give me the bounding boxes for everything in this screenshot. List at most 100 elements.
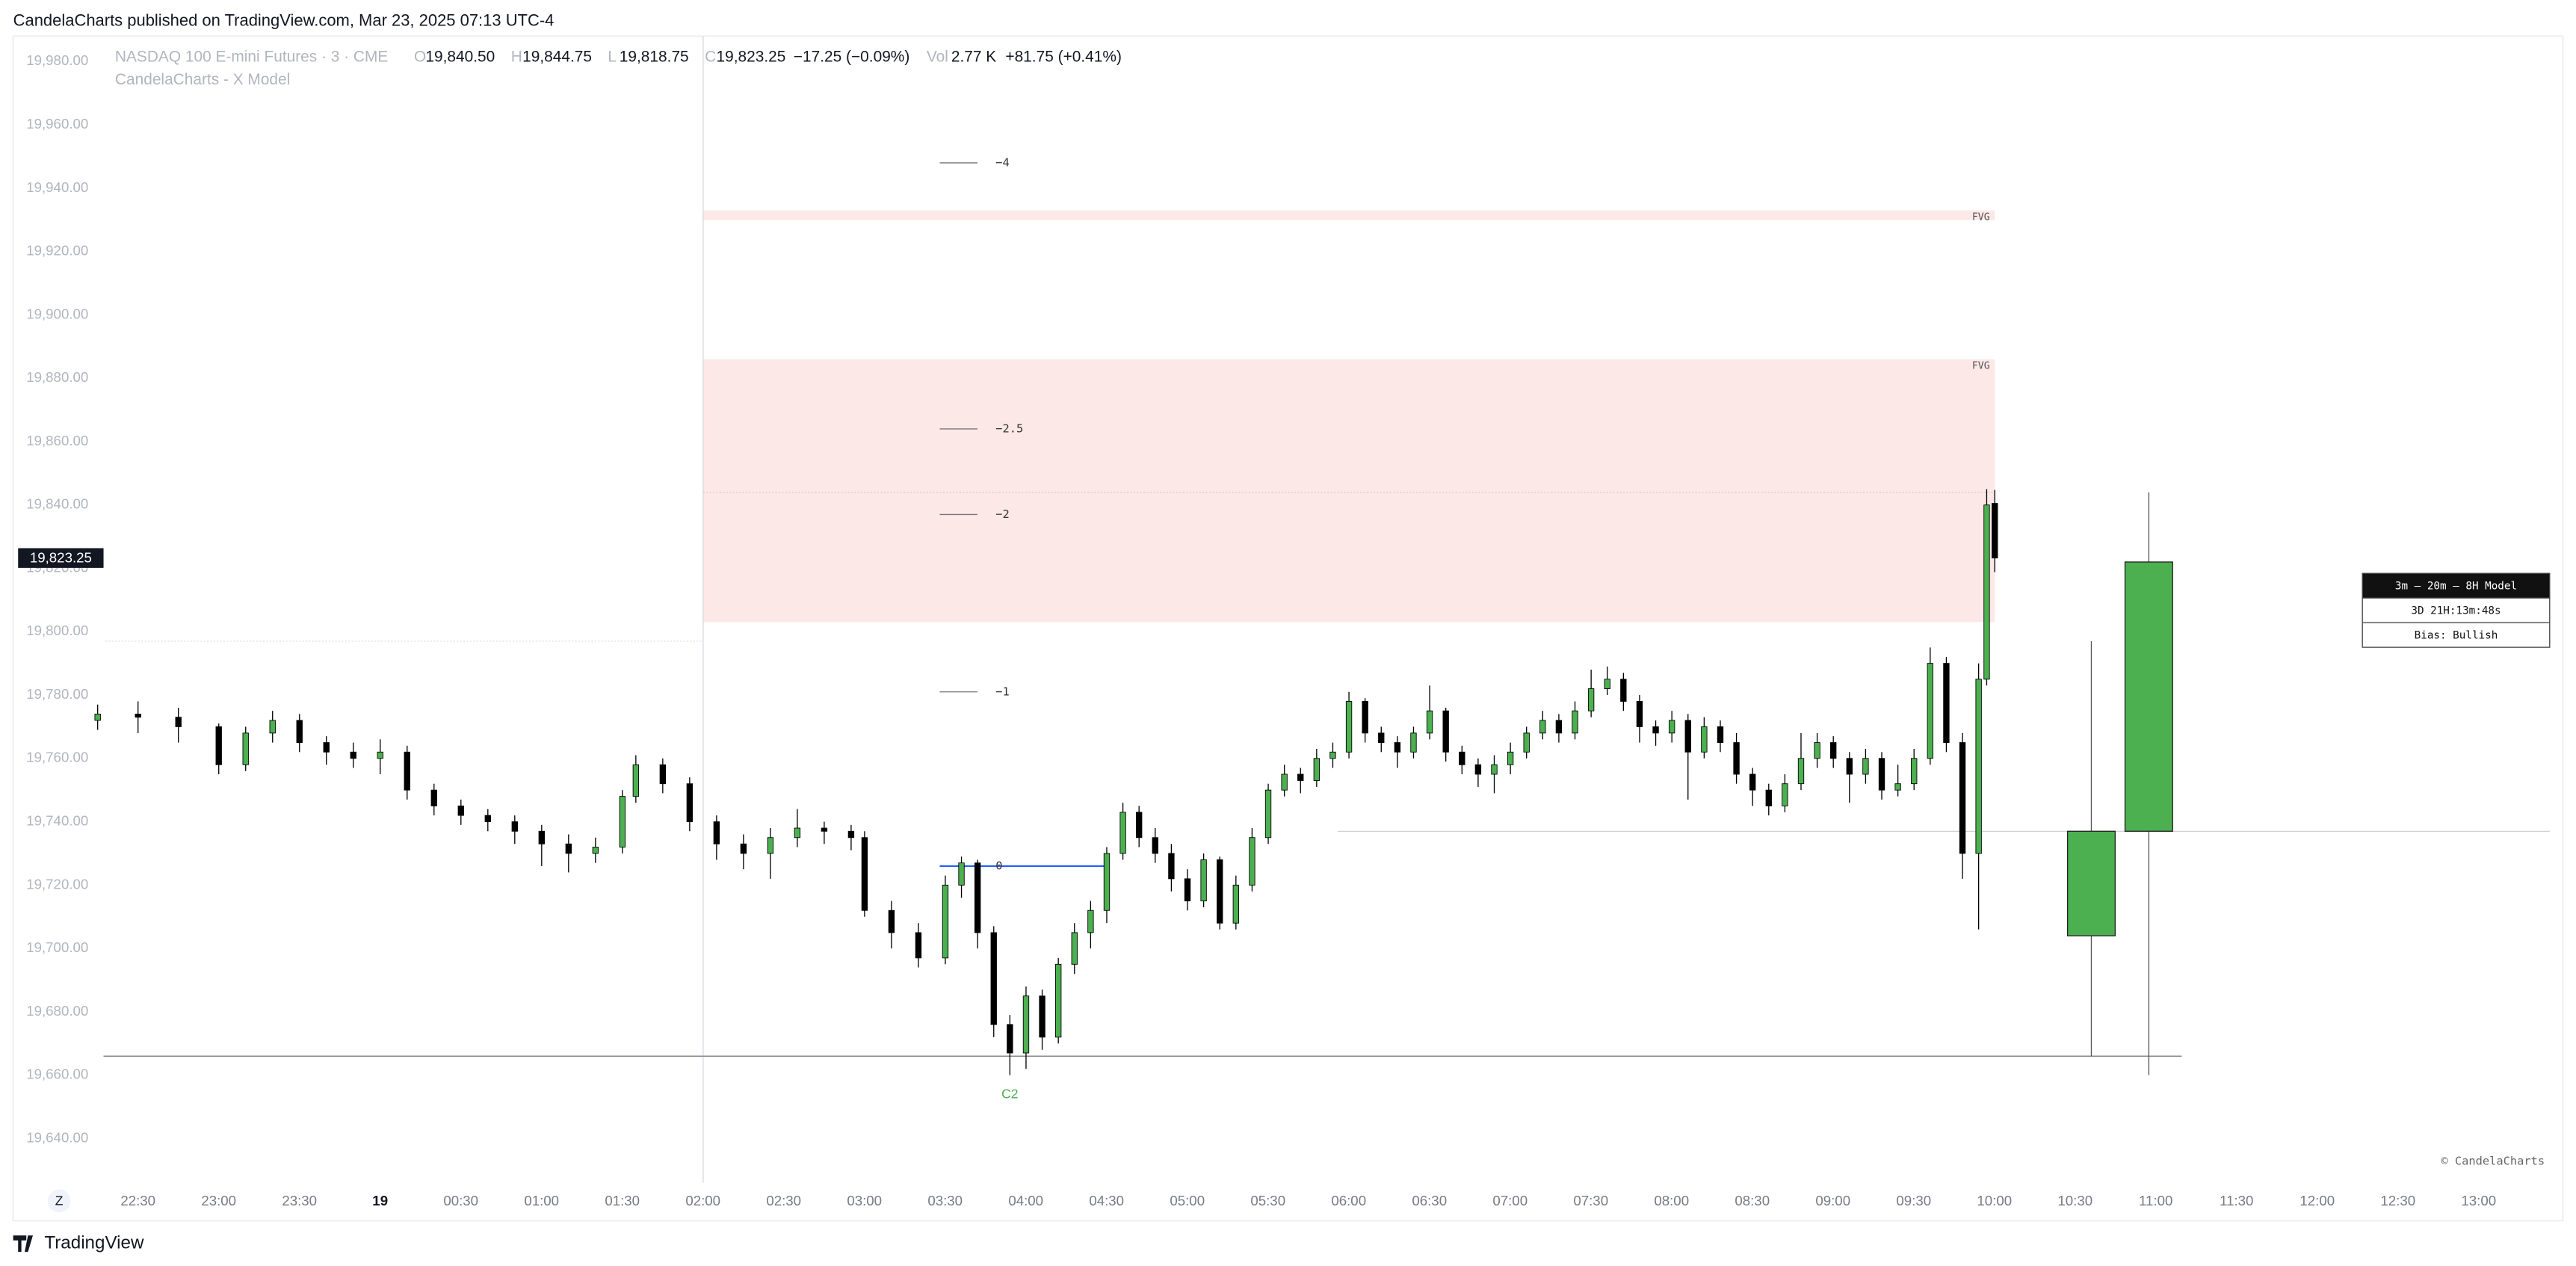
last-price-box <box>18 548 104 568</box>
candle-body <box>713 821 720 844</box>
y-tick-label: 19,780.00 <box>26 686 88 702</box>
candle-body <box>1264 789 1272 839</box>
y-tick-label: 19,840.00 <box>26 496 88 512</box>
candle-body <box>1668 720 1675 734</box>
candle-body <box>1927 663 1934 759</box>
candle-body <box>1281 774 1288 791</box>
candle-body <box>1474 764 1482 775</box>
candle-body <box>1572 710 1578 734</box>
axis-button[interactable] <box>47 1189 71 1213</box>
y-tick-label: 19,760.00 <box>26 750 88 765</box>
candle-body <box>1232 884 1239 924</box>
candle-body <box>94 714 101 721</box>
candle-body <box>404 751 410 791</box>
candle-body <box>457 805 464 816</box>
x-tick-label: 02:30 <box>766 1193 801 1208</box>
volume-change: +81.75 (+0.41%) <box>1005 48 1122 65</box>
x-tick-label: 23:30 <box>282 1193 317 1208</box>
x-tick-label: 03:00 <box>847 1193 882 1208</box>
y-tick-label: 19,880.00 <box>26 369 88 385</box>
candle-body <box>1862 758 1869 775</box>
candle-body <box>1249 837 1255 886</box>
candle-body <box>538 830 545 844</box>
indicator: CandelaCharts - X Model <box>115 71 290 88</box>
x-tick-label: 04:00 <box>1008 1193 1043 1208</box>
x-tick-label: 05:30 <box>1250 1193 1285 1208</box>
candle-body <box>1345 701 1353 753</box>
candle-body <box>990 932 997 1025</box>
x-tick-label: 11:00 <box>2139 1193 2172 1208</box>
candle-body <box>1975 679 1982 854</box>
candle-body <box>1717 726 1724 744</box>
candle-body <box>1071 932 1078 965</box>
candle-body <box>1894 783 1901 791</box>
brand: TradingView <box>44 1232 144 1253</box>
x-tick-label: 12:30 <box>2380 1193 2415 1208</box>
candle-body <box>323 742 330 753</box>
candle-body <box>1749 774 1756 791</box>
x-tick-label: 05:00 <box>1170 1193 1205 1208</box>
candle-body <box>592 847 599 854</box>
x-tick-label: 06:00 <box>1331 1193 1366 1208</box>
y-tick-label: 19,680.00 <box>26 1003 88 1019</box>
candle-body <box>1087 910 1094 933</box>
candle-body <box>1297 774 1304 781</box>
change: −17.25 (−0.09%) <box>794 48 910 65</box>
candle-body <box>1604 679 1610 689</box>
axis-button-label[interactable]: Z <box>55 1194 64 1208</box>
ohlc-value: 19,823.25 <box>716 48 785 65</box>
y-tick-label: 19,720.00 <box>26 876 88 892</box>
x-tick-label: 06:30 <box>1412 1193 1447 1208</box>
y-tick-label: 19,800.00 <box>26 623 88 638</box>
x-tick-label: 09:00 <box>1815 1193 1850 1208</box>
htf-body <box>2066 830 2116 936</box>
x-tick-label: 11:30 <box>2220 1193 2253 1208</box>
candle-body <box>1378 732 1385 744</box>
candle-body <box>888 910 895 933</box>
candle-body <box>1039 995 1045 1038</box>
table-text: Bias: Bullish <box>2415 629 2498 641</box>
candle-body <box>1168 853 1175 880</box>
x-tick-label: 07:30 <box>1573 1193 1608 1208</box>
candle-body <box>1620 679 1627 702</box>
candle-body <box>659 764 667 785</box>
y-tick-label: 19,940.00 <box>26 179 88 195</box>
candle-body <box>1684 720 1691 753</box>
candle-body <box>1136 812 1143 839</box>
candle-body <box>1313 758 1321 781</box>
candle-body <box>942 884 949 959</box>
candle-body <box>1410 732 1417 753</box>
x-tick-label: 12:00 <box>2299 1193 2335 1208</box>
brand-logo: TradingView <box>13 1232 144 1253</box>
candle-body <box>740 843 747 854</box>
candle-body <box>632 764 640 797</box>
fvg-zone <box>702 359 1995 623</box>
ohlc-key: H <box>511 48 522 65</box>
volume: 2.77 K <box>951 48 996 65</box>
y-tick-label: 19,920.00 <box>26 243 88 259</box>
candle-body <box>1992 503 1998 559</box>
candle-body <box>377 751 383 759</box>
x-tick-label: 10:00 <box>1977 1193 2012 1208</box>
candle-body <box>242 732 249 765</box>
candle-body <box>1636 701 1643 727</box>
candle-body <box>1217 859 1223 924</box>
candle-body <box>135 714 141 718</box>
candle-body <box>565 843 572 854</box>
candle-body <box>296 720 303 744</box>
candle-body <box>847 830 855 839</box>
candle-body <box>794 827 801 839</box>
candle-body <box>1652 726 1659 734</box>
candle-body <box>1733 742 1740 775</box>
x-tick-label: 09:30 <box>1896 1193 1931 1208</box>
x-tick-label: 10:30 <box>2057 1193 2092 1208</box>
candle-body <box>269 720 276 734</box>
x-tick-label: 08:00 <box>1654 1193 1689 1208</box>
table-cell <box>2362 622 2551 648</box>
candle-body <box>1200 859 1207 901</box>
ohlc-value: 19,844.75 <box>522 48 592 65</box>
level-label: −1 <box>995 685 1010 698</box>
